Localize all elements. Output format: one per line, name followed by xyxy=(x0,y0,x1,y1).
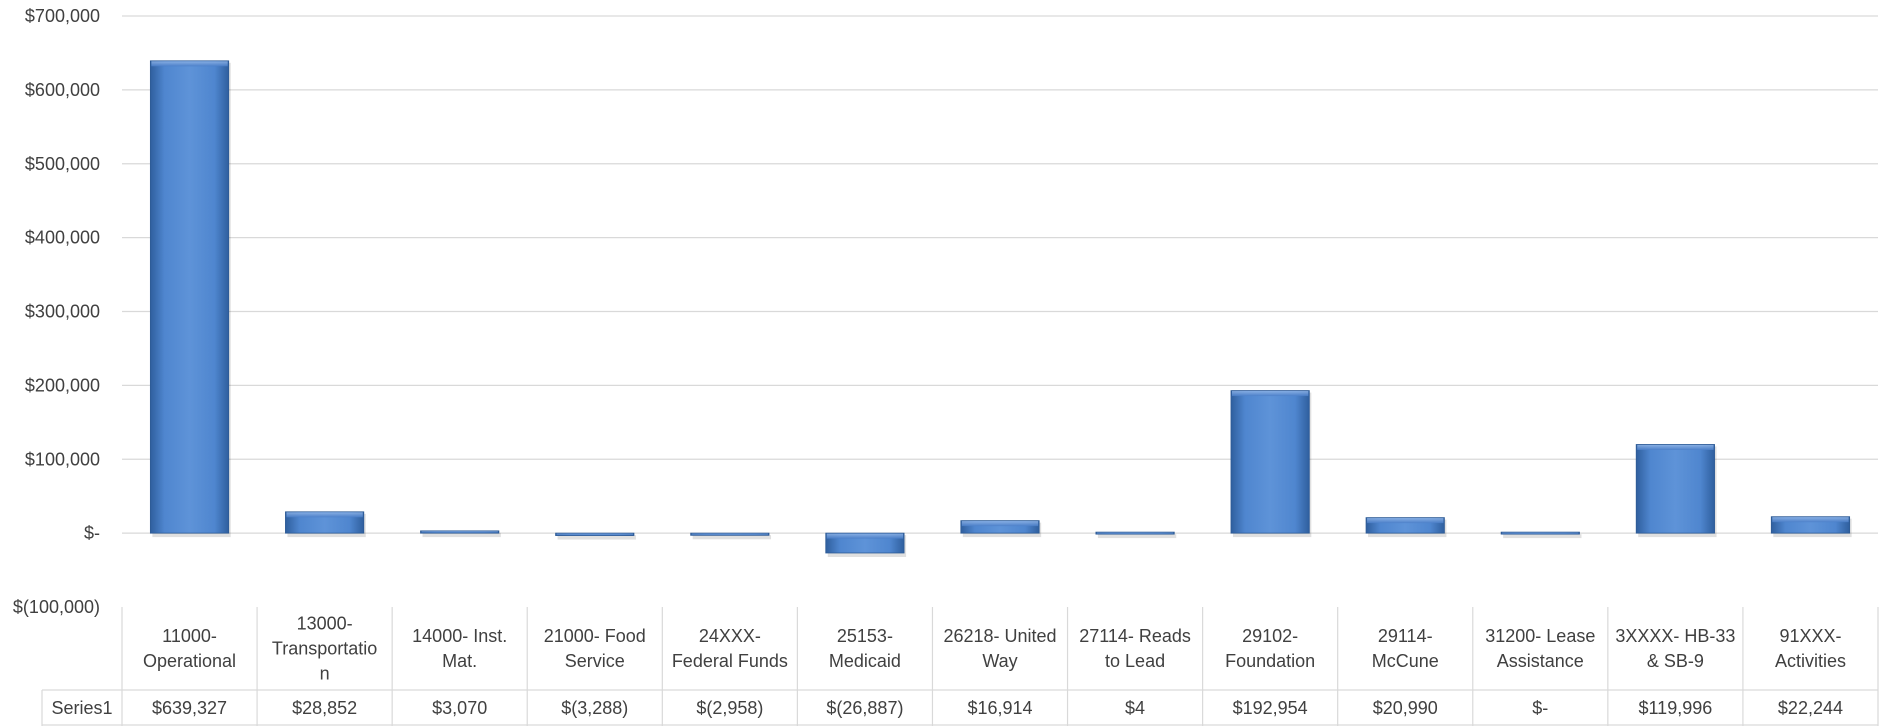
bar xyxy=(825,532,907,557)
category-label: 25153-Medicaid xyxy=(829,626,901,671)
category-label: 21000- Food Service xyxy=(544,626,646,671)
y-tick-label: $300,000 xyxy=(25,302,100,322)
bar xyxy=(1770,516,1852,538)
bar-body xyxy=(1635,444,1715,534)
category-label: 13000-Transportatio n xyxy=(272,614,377,684)
bar-cap xyxy=(1772,517,1849,523)
y-tick-label: $100,000 xyxy=(25,449,100,469)
data-value-label: $16,914 xyxy=(967,698,1032,718)
series-name-label: Series1 xyxy=(51,698,112,718)
y-tick-label: $400,000 xyxy=(25,228,100,248)
bar xyxy=(285,511,366,538)
bar xyxy=(1365,517,1447,538)
y-tick-label: $500,000 xyxy=(25,154,100,174)
category-label: 31200- Lease Assistance xyxy=(1485,626,1595,671)
bar xyxy=(149,60,231,538)
data-value-label: $119,996 xyxy=(1639,698,1713,718)
bar xyxy=(1095,531,1177,539)
bar xyxy=(690,532,772,540)
category-label: 26218- United Way xyxy=(943,626,1056,671)
data-value-label: $4 xyxy=(1125,698,1145,718)
bar-shadow xyxy=(557,535,636,540)
y-tick-label: $(100,000) xyxy=(13,597,100,617)
category-label: 11000-Operational xyxy=(143,626,236,671)
bar xyxy=(1635,444,1717,538)
bar xyxy=(420,530,501,538)
data-value-label: $- xyxy=(1532,698,1548,718)
bar-cap xyxy=(826,533,904,539)
bar xyxy=(960,520,1042,538)
bar-body xyxy=(1230,390,1310,534)
bar-cap xyxy=(691,533,769,535)
data-value-label: $28,852 xyxy=(292,698,357,718)
data-value-label: $22,244 xyxy=(1778,698,1843,718)
y-tick-label: $700,000 xyxy=(25,6,100,26)
data-value-label: $(3,288) xyxy=(561,698,628,718)
bar-cap xyxy=(286,512,363,518)
data-value-label: $20,990 xyxy=(1373,698,1438,718)
bar xyxy=(555,532,636,540)
bars xyxy=(149,60,1852,557)
bar-cap xyxy=(1502,532,1579,534)
y-tick-label: $600,000 xyxy=(25,80,100,100)
bar-cap xyxy=(421,531,498,533)
data-value-label: $192,954 xyxy=(1233,698,1308,718)
category-label: 29102-Foundation xyxy=(1225,626,1315,671)
bar-cap xyxy=(556,533,633,535)
bar-shadow xyxy=(692,535,772,540)
bar-shadow xyxy=(1503,534,1582,539)
gridlines xyxy=(122,15,1878,534)
bar-cap xyxy=(1231,391,1309,397)
bar xyxy=(1500,531,1582,539)
data-value-label: $(26,887) xyxy=(826,698,903,718)
y-tick-label: $- xyxy=(84,523,100,543)
bar-body xyxy=(149,60,230,534)
bar-cap xyxy=(1096,532,1174,534)
category-label: 29114-McCune xyxy=(1372,626,1439,671)
bar-shadow xyxy=(1097,534,1177,539)
category-label: 24XXX-Federal Funds xyxy=(672,626,788,671)
bar-cap xyxy=(961,521,1039,527)
data-value-label: $639,327 xyxy=(152,698,227,718)
bar-cap xyxy=(151,61,228,67)
data-value-label: $3,070 xyxy=(432,698,487,718)
category-label: 14000- Inst. Mat. xyxy=(412,626,507,671)
bar-cap xyxy=(1637,444,1714,450)
y-axis-tick-labels: $700,000 $600,000 $500,000 $400,000 $300,000… xyxy=(13,6,100,617)
category-label: 91XXX-Activities xyxy=(1775,626,1846,671)
category-label: 27114- Reads to Lead xyxy=(1079,626,1191,671)
bar-cap xyxy=(1367,518,1444,524)
data-value-label: $(2,958) xyxy=(696,698,763,718)
data-table: 11000-Operational 13000-Transportatio n 140… xyxy=(41,607,1879,726)
category-label: 3XXXX- HB-33 & SB-9 xyxy=(1615,626,1735,671)
bar xyxy=(1230,390,1312,538)
y-tick-label: $200,000 xyxy=(25,375,100,395)
bar-shadow xyxy=(422,532,501,538)
